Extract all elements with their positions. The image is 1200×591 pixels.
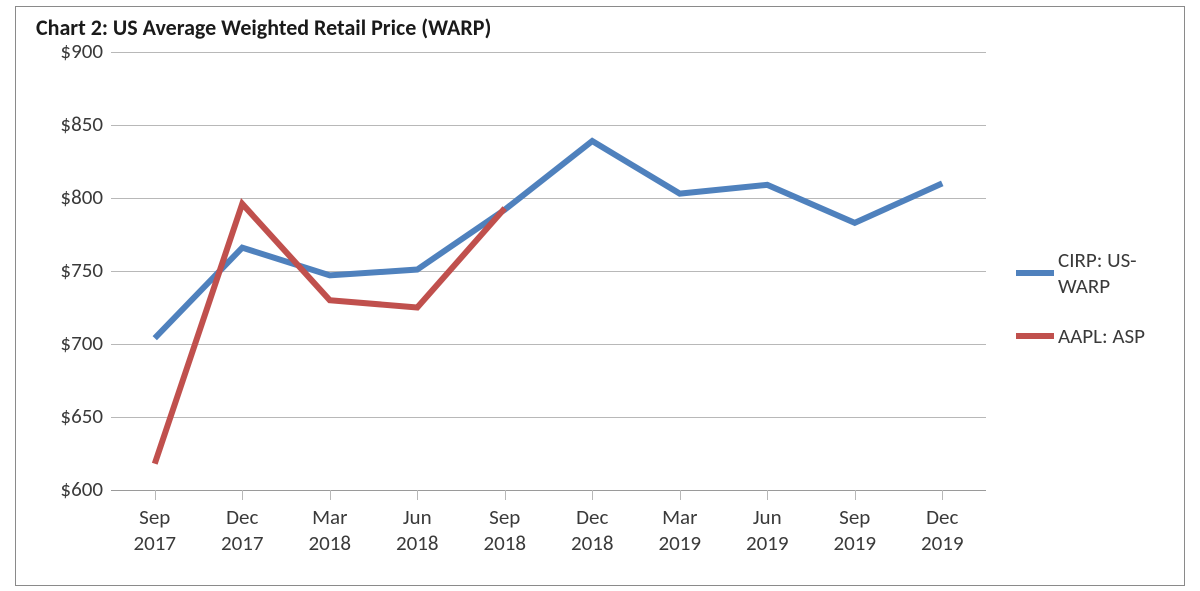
x-tick-mark	[505, 490, 506, 500]
legend: CIRP: US-WARP AAPL: ASP	[1016, 247, 1184, 349]
x-tick-mark	[942, 490, 943, 500]
x-tick-label: Sep 2018	[465, 504, 545, 557]
x-tick-mark	[855, 490, 856, 500]
x-tick-label: Jun 2018	[377, 504, 457, 557]
legend-swatch	[1016, 333, 1054, 339]
legend-label: CIRP: US-WARP	[1058, 247, 1184, 299]
x-tick-label: Sep 2017	[115, 504, 195, 557]
x-tick-mark	[242, 490, 243, 500]
x-tick-label: Mar 2019	[640, 504, 720, 557]
y-tick-label: $650	[43, 403, 103, 429]
legend-item: AAPL: ASP	[1016, 323, 1184, 349]
x-tick-label: Dec 2018	[552, 504, 632, 557]
x-tick-label: Dec 2019	[902, 504, 982, 557]
x-tick-label: Dec 2017	[202, 504, 282, 557]
legend-swatch	[1016, 270, 1054, 276]
y-tick-label: $850	[43, 111, 103, 137]
x-tick-mark	[680, 490, 681, 500]
plot-area: $600$650$700$750$800$850$900Sep 2017Dec …	[111, 52, 986, 490]
x-tick-mark	[155, 490, 156, 500]
legend-label: AAPL: ASP	[1058, 323, 1145, 349]
x-tick-mark	[767, 490, 768, 500]
chart-frame: Chart 2: US Average Weighted Retail Pric…	[15, 6, 1185, 586]
y-tick-label: $800	[43, 184, 103, 210]
chart-title: Chart 2: US Average Weighted Retail Pric…	[36, 14, 491, 41]
y-tick-label: $600	[43, 476, 103, 502]
y-tick-label: $700	[43, 330, 103, 356]
x-tick-label: Sep 2019	[815, 504, 895, 557]
y-tick-label: $900	[43, 38, 103, 64]
x-tick-mark	[592, 490, 593, 500]
legend-item: CIRP: US-WARP	[1016, 247, 1184, 299]
x-tick-mark	[417, 490, 418, 500]
x-tick-label: Mar 2018	[290, 504, 370, 557]
x-tick-label: Jun 2019	[727, 504, 807, 557]
series-layer	[111, 52, 986, 490]
x-tick-mark	[330, 490, 331, 500]
y-tick-label: $750	[43, 257, 103, 283]
